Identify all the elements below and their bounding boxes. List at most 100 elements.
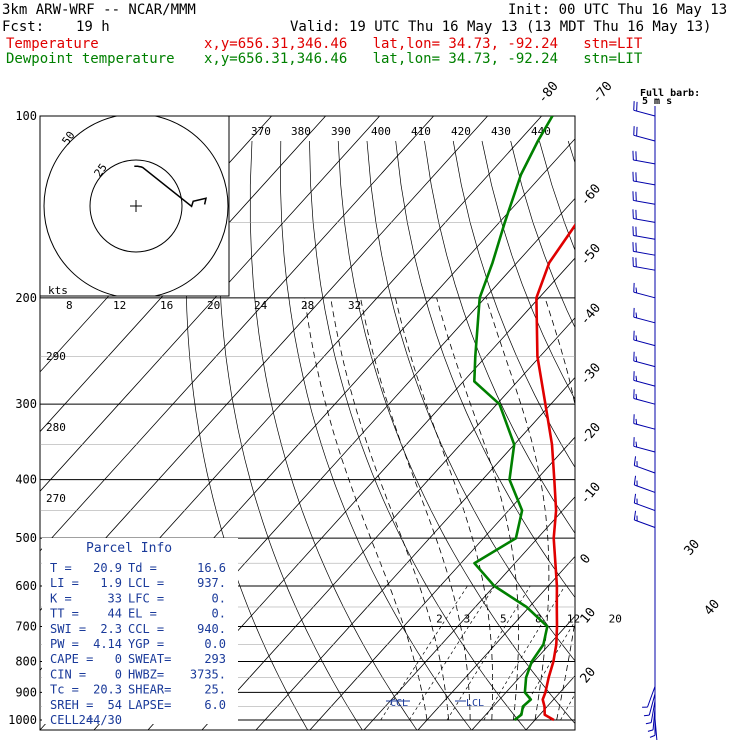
ccl-marker: CCL [390, 698, 408, 709]
wind-barb-shaft [633, 134, 656, 142]
isotherm-side-label: 0 [578, 551, 595, 567]
parcel-info-cell: CCL = [128, 622, 164, 636]
parcel-info-cell: 6.0 [204, 698, 226, 712]
dewpoint-legend: Dewpoint temperature [6, 51, 175, 67]
moist-adiabat [360, 297, 471, 721]
parcel-info-cell: 0. [212, 591, 226, 605]
wind-barb-shaft [633, 265, 656, 271]
hodograph-ring-label: 25 [92, 161, 110, 179]
wind-barb-flag [633, 475, 637, 485]
wind-barb-shaft [633, 398, 656, 405]
parcel-info-cell: EL = [128, 607, 157, 621]
temperature-location: x,y=656.31,346.46 lat,lon= 34.73, -92.24… [204, 36, 643, 52]
wind-barb [643, 693, 656, 717]
parcel-info-cell: 54 [108, 698, 122, 712]
wind-barb-flag [635, 287, 638, 293]
wind-barb [633, 371, 656, 387]
parcel-info-title: Parcel Info [86, 541, 172, 556]
wind-barb-flag [647, 729, 654, 732]
wind-barb-shaft [633, 109, 656, 117]
barb-note-line2: 5 m s [642, 96, 672, 107]
parcel-info-cell: LAPSE= [128, 698, 171, 712]
wind-barb-shaft [633, 360, 656, 368]
wind-barb-flag [633, 456, 637, 466]
isotherm-side-label: -30 [578, 360, 605, 388]
wind-barb-shaft [633, 423, 656, 430]
isotherm-top-label: -80 [535, 79, 562, 107]
dry-adiabat [683, 141, 740, 733]
isotherm-side-label: 20 [578, 665, 600, 687]
parcel-info-cell: CIN = [50, 667, 86, 681]
wind-barb [632, 150, 656, 165]
pressure-tick-label: 400 [15, 473, 37, 487]
parcel-info-cell: LI = [50, 576, 79, 590]
wind-barb-flag [633, 510, 637, 521]
theta-label: 270 [46, 492, 66, 505]
pressure-tick-label: 800 [15, 654, 37, 668]
hodograph-speed-label: 12 [113, 299, 126, 312]
parcel-info-cell: SWEAT= [128, 652, 171, 666]
pressure-tick-label: 700 [15, 619, 37, 633]
wind-barb [632, 171, 656, 186]
wind-barb-shaft [654, 718, 658, 740]
parcel-info-cell: 940. [197, 622, 226, 636]
isotherm-line [674, 116, 740, 740]
wind-barb [632, 242, 656, 256]
wind-barb [642, 686, 656, 708]
wind-barb-flag [645, 722, 652, 725]
wind-barb-shaft [648, 693, 656, 716]
dry-adiabat [626, 141, 740, 733]
wind-barb-shaft [633, 445, 656, 453]
parcel-info-cell: 16.6 [197, 561, 226, 575]
dry-adiabat [510, 140, 575, 329]
mixing-ratio-line [560, 693, 575, 721]
dry-adiabat [654, 141, 740, 733]
wind-barb-flag [635, 418, 638, 425]
dry-adiabat [280, 140, 472, 730]
wind-barb-shaft [634, 502, 656, 512]
wind-barb-flag [635, 393, 638, 400]
isotherm-line [40, 116, 380, 492]
dry-adiabat [218, 140, 363, 730]
moist-adiabat [395, 297, 493, 721]
parcel-info-cell: Td = [128, 561, 157, 575]
mixing-ratio-label: 12 [567, 612, 580, 625]
parcel-info-cell: 33 [108, 591, 122, 605]
header: 3km ARW-WRF -- NCAR/MMM Init: 00 UTC Thu… [0, 0, 740, 70]
parcel-info-cell: CELL = [50, 713, 93, 727]
parcel-info-cell: Tc = [50, 683, 79, 697]
wind-barb-flag [635, 375, 638, 382]
wind-barb [633, 414, 656, 430]
parcel-info-cell: 20.9 [93, 561, 122, 575]
wind-barb [633, 330, 656, 347]
parcel-info-cell: 44 [108, 607, 122, 621]
moist-adiabat [665, 298, 740, 720]
isotherm-line [417, 555, 575, 730]
parcel-info-cell: YGP = [128, 637, 164, 651]
hodograph-ring-label: 50 [59, 129, 77, 147]
mixing-ratio-line [380, 585, 468, 721]
wind-barb-shaft [633, 234, 656, 240]
theta-e-label: 430 [491, 125, 511, 138]
wind-barb [633, 282, 656, 299]
parcel-info-cell: HWBZ= [128, 667, 164, 681]
wind-barb-shaft [633, 159, 656, 165]
parcel-info-cell: 0.0 [204, 637, 226, 651]
wind-barb [633, 493, 656, 512]
wind-barb [632, 191, 656, 205]
dry-adiabat [452, 140, 575, 468]
mixing-ratio-label: 3 [464, 612, 471, 625]
wind-barb-shaft [633, 199, 656, 205]
parcel-info-cell: 0 [115, 652, 122, 666]
isotherm-line [40, 116, 434, 552]
isotherm-side-label: -40 [578, 301, 605, 329]
parcel-info-cell: 0. [212, 607, 226, 621]
hodograph-speed-label: 20 [207, 299, 220, 312]
dry-adiabat [337, 140, 575, 725]
dewpoint-location: x,y=656.31,346.46 lat,lon= 34.73, -92.24… [204, 51, 643, 67]
dry-adiabat [249, 140, 418, 730]
wind-barb-flag [635, 312, 638, 318]
init-time: Init: 00 UTC Thu 16 May 13 [508, 2, 728, 18]
lcl-marker: LCL [466, 698, 484, 709]
hodograph-ring [43, 116, 229, 296]
